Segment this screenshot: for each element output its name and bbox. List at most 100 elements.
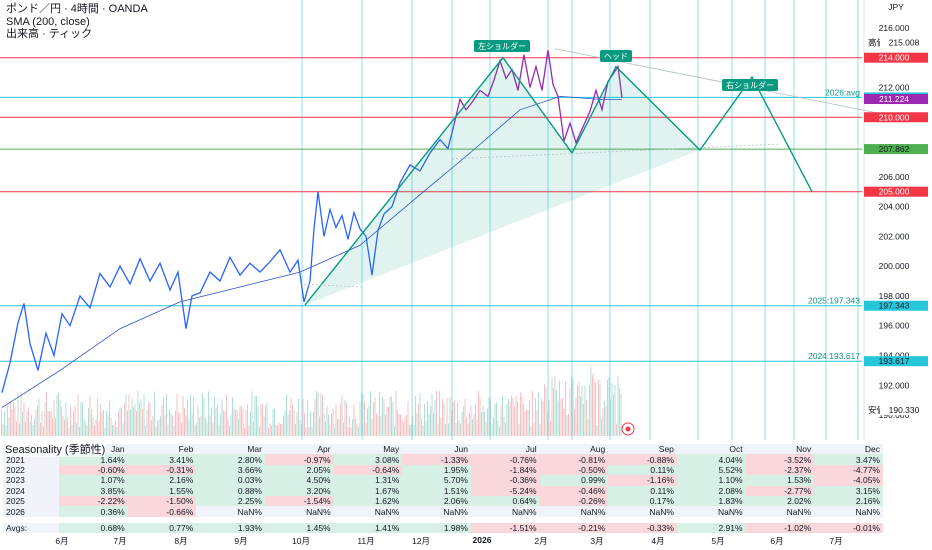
volume-bar <box>548 399 550 436</box>
volume-bar <box>197 405 199 436</box>
volume-bar <box>76 423 77 436</box>
volume-bar <box>134 403 136 436</box>
volume-bar <box>508 398 509 436</box>
volume-bar <box>13 402 14 436</box>
volume-bar <box>233 407 235 436</box>
volume-bar <box>289 410 290 436</box>
seasonality-cell: 2.08% <box>676 485 746 496</box>
volume-bar <box>97 397 98 436</box>
volume-bar <box>485 421 487 436</box>
volume-bar <box>25 421 26 436</box>
volume-bar <box>280 423 281 436</box>
volume-bar <box>406 415 407 436</box>
price-tag-value: 190.330 <box>889 405 920 415</box>
volume-bar <box>116 426 118 436</box>
volume-bar <box>253 421 254 436</box>
seasonality-cell: 3.85% <box>59 485 128 496</box>
seasonality-cell: 0.11% <box>608 485 677 496</box>
seasonality-month-header: Feb <box>127 444 197 455</box>
price-tick-label: 196.000 <box>879 321 910 331</box>
volume-bar <box>181 423 182 436</box>
volume-bar <box>526 409 527 436</box>
seasonality-cell: -0.26% <box>539 495 609 507</box>
price-tag-bg <box>864 356 928 367</box>
volume-bar <box>391 396 392 436</box>
sma-indicator-label[interactable]: SMA (200, close) <box>6 15 90 28</box>
volume-bar <box>311 427 313 436</box>
volume-bar <box>125 393 127 436</box>
time-axis-label: 8月 <box>174 536 188 546</box>
seasonality-cell: 0.88% <box>196 485 265 496</box>
seasonality-month-header: Mar <box>196 444 265 455</box>
volume-bar <box>490 397 491 436</box>
seasonality-cell: -0.81% <box>539 454 609 465</box>
seasonality-month-header: Dec <box>814 444 883 455</box>
seasonality-cell: 3.66% <box>196 464 265 476</box>
volume-bar <box>304 412 305 436</box>
volume-bar <box>317 392 319 436</box>
volume-bar <box>560 399 562 436</box>
volume-indicator-label[interactable]: 出来高 · ティック <box>6 28 93 40</box>
seasonality-avg-cell: 1.98% <box>402 522 471 534</box>
volume-bar <box>386 406 388 436</box>
volume-bar <box>190 394 191 436</box>
volume-bar <box>598 379 599 436</box>
volume-bar <box>170 412 172 436</box>
seasonality-cell: NaN% <box>264 506 334 517</box>
seasonality-cell: 1.55% <box>127 485 197 496</box>
volume-bar <box>157 421 158 436</box>
volume-bar <box>109 400 110 436</box>
volume-bar <box>349 416 350 436</box>
volume-bar <box>454 400 455 436</box>
volume-bar <box>550 420 551 436</box>
volume-bar <box>356 424 358 436</box>
volume-bar <box>167 424 169 436</box>
volume-bar <box>31 414 32 436</box>
volume-bar <box>524 411 526 436</box>
volume-bar <box>473 414 475 436</box>
volume-bar <box>130 409 131 436</box>
seasonality-cell: -0.88% <box>608 454 677 465</box>
seasonality-row: 2024 3.85% 1.55% 0.88% 3.20% 1.67% 1.51% -5.24%… <box>3 485 883 496</box>
volume-bar <box>500 405 502 436</box>
volume-bar <box>43 426 44 436</box>
head-label-bg <box>600 50 632 62</box>
seasonality-cell: -1.54% <box>264 495 334 507</box>
volume-bar <box>187 400 188 436</box>
volume-bar <box>521 396 523 436</box>
volume-bar <box>226 394 227 436</box>
volume-bar <box>374 397 376 436</box>
volume-bar <box>472 419 473 436</box>
volume-bar <box>124 402 125 436</box>
volume-bar <box>71 424 73 436</box>
time-axis-label: 6月 <box>770 536 784 546</box>
volume-bar <box>119 407 121 436</box>
seasonality-cell: 2.16% <box>814 495 883 507</box>
volume-bar <box>590 366 592 436</box>
seasonality-cell: 1.31% <box>333 475 403 486</box>
volume-bar <box>293 410 295 436</box>
volume-bar <box>2 423 4 436</box>
volume-bar <box>533 423 535 436</box>
volume-bar <box>595 382 596 436</box>
volume-bar <box>425 420 427 436</box>
price-tag-value: 197.343 <box>879 301 910 311</box>
volume-bar <box>412 415 413 436</box>
volume-bar <box>169 409 170 436</box>
price-tag-bg <box>864 94 928 105</box>
volume-bar <box>377 416 379 436</box>
symbol-title[interactable]: ポンド／円 · 4時間 · OANDA <box>6 3 148 15</box>
time-axis-label: 9月 <box>234 536 248 546</box>
volume-bar <box>577 385 578 436</box>
volume-bar <box>160 416 161 436</box>
volume-bar <box>467 423 469 436</box>
seasonality-cell: -2.37% <box>745 464 815 476</box>
volume-bar <box>512 397 514 436</box>
time-axis-label: 11月 <box>357 536 375 546</box>
seasonality-avg-cell: 0.68% <box>59 522 128 534</box>
seasonality-cell: 3.41% <box>127 454 197 465</box>
volume-bar <box>185 414 187 436</box>
volume-bar <box>581 385 583 436</box>
volume-bar <box>227 418 229 436</box>
